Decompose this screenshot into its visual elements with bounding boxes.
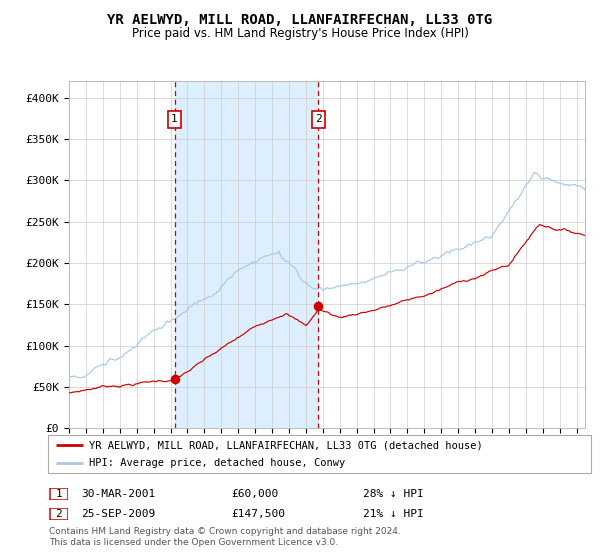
Text: £147,500: £147,500 <box>231 509 285 519</box>
Text: 2: 2 <box>55 509 62 519</box>
Text: 28% ↓ HPI: 28% ↓ HPI <box>363 489 424 499</box>
Text: HPI: Average price, detached house, Conwy: HPI: Average price, detached house, Conw… <box>89 458 345 468</box>
Text: Price paid vs. HM Land Registry's House Price Index (HPI): Price paid vs. HM Land Registry's House … <box>131 27 469 40</box>
Point <box>313 302 323 311</box>
Text: This data is licensed under the Open Government Licence v3.0.: This data is licensed under the Open Gov… <box>49 538 338 547</box>
Point <box>170 374 179 383</box>
Text: YR AELWYD, MILL ROAD, LLANFAIRFECHAN, LL33 0TG: YR AELWYD, MILL ROAD, LLANFAIRFECHAN, LL… <box>107 13 493 27</box>
FancyBboxPatch shape <box>50 488 68 500</box>
Text: 21% ↓ HPI: 21% ↓ HPI <box>363 509 424 519</box>
Bar <box>175 81 318 428</box>
Text: 30-MAR-2001: 30-MAR-2001 <box>81 489 155 499</box>
Text: 1: 1 <box>55 489 62 499</box>
Text: YR AELWYD, MILL ROAD, LLANFAIRFECHAN, LL33 0TG (detached house): YR AELWYD, MILL ROAD, LLANFAIRFECHAN, LL… <box>89 440 482 450</box>
Text: 1: 1 <box>171 114 178 124</box>
Text: £60,000: £60,000 <box>231 489 278 499</box>
Text: Contains HM Land Registry data © Crown copyright and database right 2024.: Contains HM Land Registry data © Crown c… <box>49 528 401 536</box>
Text: 2: 2 <box>315 114 322 124</box>
FancyBboxPatch shape <box>48 435 591 473</box>
Text: 25-SEP-2009: 25-SEP-2009 <box>81 509 155 519</box>
FancyBboxPatch shape <box>50 508 68 520</box>
